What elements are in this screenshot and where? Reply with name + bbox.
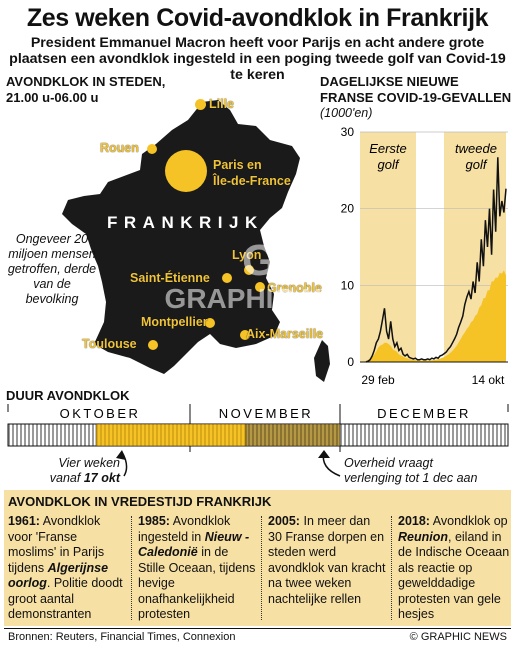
y-tick-label: 10: [341, 278, 355, 292]
france-map: [62, 100, 330, 382]
history-divider-1: [131, 516, 132, 620]
history-text-1961-b: voor 'Franse: [8, 529, 78, 544]
population-note: Ongeveer 20 miljoen mensen getroffen, de…: [7, 232, 97, 306]
y-tick-label: 30: [341, 125, 355, 139]
lille-marker: [195, 99, 206, 110]
history-year-1985: 1985:: [138, 514, 170, 528]
wave1-band: [360, 132, 416, 362]
lyon-marker: [244, 265, 254, 275]
history-event-1985: Nieuw -Caledonië: [138, 529, 250, 560]
city-label-rouen: Rouen: [100, 141, 139, 155]
start-note-date: 17 okt: [83, 471, 120, 485]
curfew-extension-bar: [245, 423, 341, 447]
month-october: OKTOBER: [60, 406, 141, 421]
corsica-shape: [314, 340, 330, 382]
page-title: Zes weken Covid-avondklok in Frankrijk: [26, 4, 489, 32]
start-note-line1: Vier weken: [58, 456, 120, 470]
saint-etienne-marker: [222, 273, 232, 283]
wave2-label-line1: tweede: [455, 141, 497, 156]
credit-text: © GRAPHIC NEWS: [409, 631, 507, 643]
history-item-2005: 2005: In meer dan 30 Franse dorpen en st…: [268, 514, 386, 607]
start-note: Vier weken vanaf 17 okt: [30, 456, 120, 486]
city-label-grenoble: Grenoble: [267, 281, 322, 295]
history-item-2018: 2018: Avondklok op Reunion, eiland in de…: [398, 514, 510, 623]
country-label: FRANKRIJK: [107, 213, 264, 232]
paris-marker: [165, 150, 207, 192]
history-text-1961-d: tijdens: [8, 560, 45, 575]
city-label-lyon: Lyon: [232, 248, 262, 262]
history-header: Avondklok in vredestijd Frankrijk: [8, 494, 272, 509]
extension-note: Overheid vraagt verlenging tot 1 dec aan: [344, 456, 477, 486]
sources-text: Bronnen: Reuters, Financial Times, Conne…: [8, 631, 236, 643]
extend-arrowhead-icon: [318, 450, 330, 458]
history-year-1961: 1961:: [8, 514, 40, 528]
city-label-saint-etienne: Saint-Étienne: [130, 271, 210, 285]
curfew-timeline: OKTOBER NOVEMBER DECEMBER: [7, 404, 509, 477]
footer: Bronnen: Reuters, Financial Times, Conne…: [4, 628, 511, 648]
city-label-ile-de-france: Île-de-France: [213, 174, 291, 188]
history-text-2018: Avondklok op: [432, 514, 508, 528]
history-rest-2018: , eiland in de Indische Oceaan als react…: [398, 529, 510, 622]
wave2-label-line2: golf: [466, 157, 488, 172]
city-label-lille: Lille: [209, 97, 235, 111]
start-arrowhead-icon: [116, 450, 126, 460]
chart-unit-label: (1000'en): [320, 106, 373, 120]
city-label-paris: Paris en: [213, 158, 262, 172]
x-tick-label-start: 29 feb: [361, 373, 395, 387]
france-mainland-shape: [62, 100, 300, 374]
history-item-1961: 1961: Avondklok voor 'Franse moslims' in…: [8, 514, 126, 623]
month-december: DECEMBER: [377, 406, 471, 421]
cases-line: [365, 157, 507, 363]
map-hours: 21.00 u-06.00 u: [6, 90, 99, 105]
history-text-1961-a: Avondklok: [42, 514, 101, 528]
x-tick-label-end: 14 okt: [472, 373, 505, 387]
y-tick-label: 0: [347, 355, 354, 369]
history-divider-3: [391, 516, 392, 620]
aix-marseille-marker: [240, 330, 250, 340]
month-november: NOVEMBER: [219, 406, 313, 421]
history-rest-1985: in de Stille Oceaan, tijdens hevige onaf…: [138, 545, 256, 621]
history-event-2018: Reunion: [398, 529, 448, 544]
start-note-prefix: vanaf: [49, 471, 81, 485]
history-text-1961-c: moslims' in Parijs: [8, 545, 105, 559]
chart-header: Dagelijkse nieuwe: [320, 74, 459, 89]
map-header: Avondklok in steden,: [6, 74, 166, 89]
cases-area: [366, 270, 506, 362]
y-tick-labels: 0 10 20 30: [341, 125, 355, 369]
extension-note-line2: verlenging tot 1 dec aan: [344, 471, 478, 485]
rouen-marker: [147, 144, 157, 154]
history-text-2005: In meer dan 30 Franse dorpen en steden w…: [268, 514, 386, 606]
page-subtitle: President Emmanuel Macron heeft voor Par…: [9, 35, 506, 83]
history-year-2018: 2018:: [398, 514, 430, 528]
history-panel: Avondklok in vredestijd Frankrijk 1961: …: [4, 490, 511, 626]
history-divider-2: [261, 516, 262, 620]
city-label-aix-marseille: Aix-Marseille: [246, 327, 324, 341]
curfew-four-weeks-bar: [95, 423, 247, 447]
city-label-toulouse: Toulouse: [82, 337, 137, 351]
city-label-montpellier: Montpellier: [141, 315, 208, 329]
toulouse-marker: [148, 340, 158, 350]
history-item-1985: 1985: Avondklok ingesteld in Nieuw -Cale…: [138, 514, 256, 623]
history-rest-1961: . Politie doodt groot aantal demonstrant…: [8, 576, 123, 621]
wave1-label-line2: golf: [378, 157, 400, 172]
history-event-1961: Algerijnse oorlog: [8, 560, 109, 591]
wave1-label-line1: Eerste: [369, 141, 407, 156]
covid-cases-chart: 0 10 20 30 Eerste golf tweede golf 29 feb 1…: [341, 125, 508, 387]
duration-header: Duur avondklok: [6, 388, 130, 403]
chart-header-line2: Franse Covid-19-gevallen: [320, 90, 512, 105]
history-text-1985: Avondklok ingesteld in: [138, 514, 231, 544]
montpellier-marker: [205, 318, 215, 328]
grenoble-marker: [255, 282, 265, 292]
extension-note-line1: Overheid vraagt: [344, 456, 433, 470]
y-tick-label: 20: [341, 202, 355, 216]
history-year-2005: 2005:: [268, 514, 300, 528]
